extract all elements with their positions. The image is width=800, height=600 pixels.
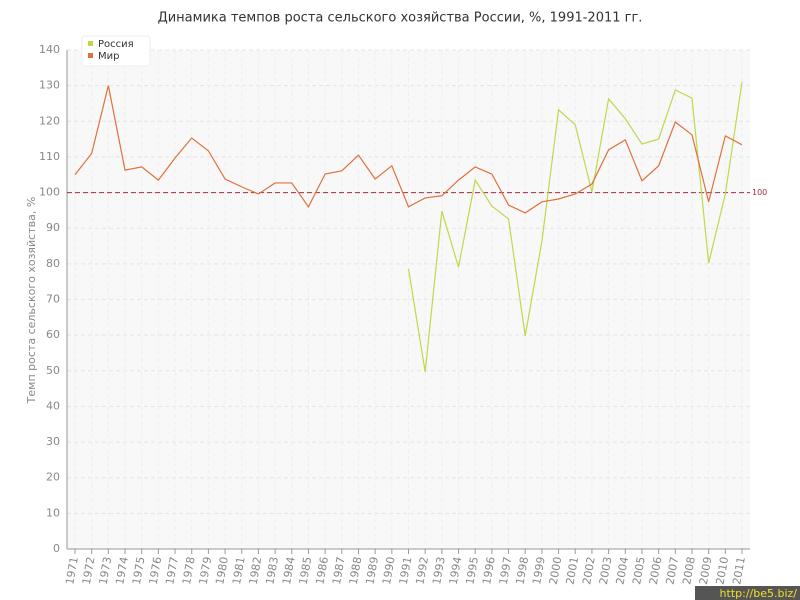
x-tick-label: 1990: [380, 556, 398, 586]
y-tick-label: 10: [46, 506, 60, 519]
watermark-bg: [695, 586, 800, 600]
chart-title: Динамика темпов роста сельского хозяйств…: [158, 11, 643, 26]
x-tick-label: 2002: [580, 556, 598, 586]
x-tick-label: 1983: [263, 556, 281, 586]
watermark: http://be5.biz/: [720, 587, 798, 600]
x-tick-label: 1993: [430, 556, 448, 586]
x-tick-label: 1973: [97, 556, 115, 586]
y-tick-label: 60: [46, 328, 60, 341]
x-tick-label: 1971: [63, 556, 81, 586]
x-tick-label: 1987: [330, 556, 348, 586]
x-tick-label: 1998: [513, 556, 531, 586]
x-tick-label: 1978: [180, 556, 198, 586]
x-tick-label: 1996: [480, 556, 498, 586]
y-tick-label: 70: [46, 293, 60, 306]
y-tick-label: 0: [53, 542, 60, 555]
x-tick-label: 1977: [163, 556, 181, 586]
y-tick-label: 30: [46, 435, 60, 448]
x-tick-label: 1974: [113, 556, 131, 586]
x-tick-label: 1988: [347, 556, 365, 586]
x-tick-label: 1982: [247, 556, 265, 586]
legend-swatch: [88, 41, 93, 46]
x-tick-label: 1979: [197, 556, 215, 586]
x-tick-label: 1984: [280, 556, 298, 586]
legend-label: Мир: [98, 51, 119, 62]
x-tick-label: 1975: [130, 556, 148, 586]
series-line: [74, 85, 743, 214]
x-tick-label: 2006: [647, 556, 665, 586]
x-tick-label: 2003: [597, 556, 615, 586]
y-axis-label: Темп роста сельского хозяйства, %: [25, 197, 38, 405]
x-tick-label: 1997: [497, 556, 515, 586]
y-tick-label: 40: [46, 399, 60, 412]
x-tick-label: 1972: [80, 556, 98, 586]
legend-label: Россия: [98, 39, 134, 50]
x-tick-label: 1989: [363, 556, 381, 586]
legend-swatch: [88, 53, 93, 58]
x-tick-label: 2009: [697, 556, 715, 586]
x-tick-label: 2008: [680, 556, 698, 586]
legend-box: [81, 35, 151, 67]
y-tick-label: 140: [39, 43, 60, 56]
y-tick-label: 100: [39, 186, 60, 199]
x-tick-label: 1985: [297, 556, 315, 586]
x-tick-label: 1995: [463, 556, 481, 586]
x-tick-label: 1999: [530, 556, 548, 586]
x-tick-label: 2011: [730, 556, 748, 586]
x-tick-label: 1992: [413, 556, 431, 586]
x-tick-label: 2001: [563, 556, 581, 586]
x-tick-label: 1981: [230, 556, 248, 586]
x-tick-label: 1991: [397, 556, 415, 586]
x-tick-label: 1980: [213, 556, 231, 586]
y-tick-label: 20: [46, 471, 60, 484]
x-tick-label: 2005: [630, 556, 648, 586]
y-tick-label: 50: [46, 364, 60, 377]
x-tick-label: 2007: [664, 556, 682, 586]
x-tick-label: 2004: [614, 556, 632, 586]
x-tick-label: 2000: [547, 556, 565, 586]
reference-label: 100: [752, 188, 767, 197]
x-tick-label: 1994: [447, 556, 465, 586]
y-tick-label: 120: [39, 114, 60, 127]
x-tick-label: 1976: [147, 556, 165, 586]
y-tick-label: 110: [39, 150, 60, 163]
x-tick-label: 2010: [714, 556, 732, 586]
y-tick-label: 80: [46, 257, 60, 270]
y-tick-label: 130: [39, 79, 60, 92]
y-tick-label: 90: [46, 221, 60, 234]
x-tick-label: 1986: [313, 556, 331, 586]
plot-area: [67, 50, 750, 549]
series-line: [407, 81, 743, 372]
